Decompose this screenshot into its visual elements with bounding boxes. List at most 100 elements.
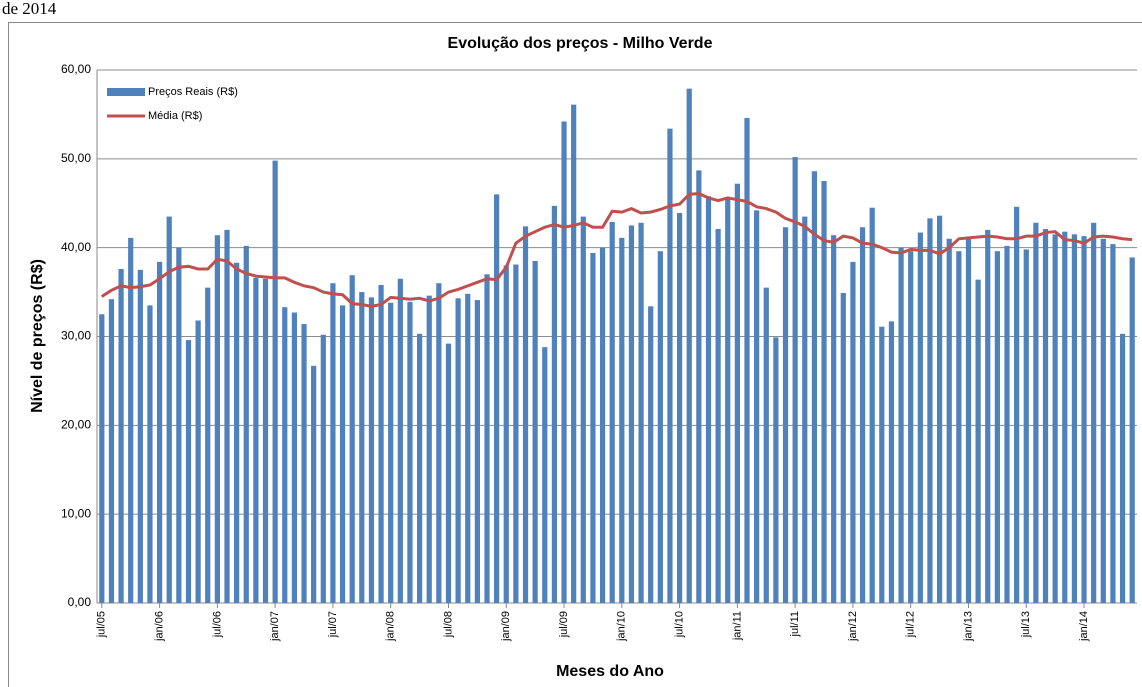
bar xyxy=(205,287,211,603)
legend-swatch xyxy=(107,88,145,96)
bar xyxy=(1042,229,1049,604)
bar xyxy=(927,218,933,603)
x-tick-label: jan/14 xyxy=(1078,611,1090,642)
bar xyxy=(638,222,644,603)
bar xyxy=(272,160,278,604)
average-line xyxy=(100,191,1133,308)
bar xyxy=(522,226,529,603)
x-tick-label: jul/13 xyxy=(1020,611,1032,638)
bar xyxy=(754,210,760,603)
bar xyxy=(936,215,943,604)
x-tick-label: jan/10 xyxy=(616,611,628,642)
bar xyxy=(137,269,143,603)
bar xyxy=(821,181,827,603)
bar xyxy=(869,207,875,604)
bar xyxy=(917,232,923,603)
bar xyxy=(705,196,712,604)
x-tick-label: jul/05 xyxy=(96,611,108,638)
bar xyxy=(128,237,134,603)
bar xyxy=(243,245,249,603)
x-tick-label: jul/07 xyxy=(327,611,339,638)
bar xyxy=(1119,333,1126,603)
bar xyxy=(580,216,586,603)
bar xyxy=(416,333,423,603)
bar xyxy=(147,305,153,603)
bar xyxy=(1014,206,1020,603)
bar xyxy=(282,307,288,603)
bar xyxy=(1091,222,1097,603)
bar xyxy=(513,264,519,603)
bar xyxy=(166,216,172,603)
bar xyxy=(725,197,731,604)
bar xyxy=(234,262,240,603)
bar xyxy=(301,324,307,603)
bar xyxy=(397,278,403,603)
bar xyxy=(1062,231,1068,603)
bar xyxy=(224,229,230,603)
bar xyxy=(108,299,115,603)
bar xyxy=(975,279,981,603)
x-tick-label: jul/06 xyxy=(211,611,223,638)
bar xyxy=(571,104,577,604)
bar xyxy=(118,268,124,603)
header-text: de 2014 xyxy=(2,0,57,18)
bar xyxy=(1033,222,1039,603)
bar xyxy=(455,298,461,603)
bar xyxy=(253,277,259,603)
legend-label: Preços Reais (R$) xyxy=(148,86,238,98)
bar xyxy=(339,305,346,603)
y-tick-label: 40,00 xyxy=(61,240,91,254)
bar xyxy=(349,275,355,603)
bar xyxy=(946,238,952,604)
bar xyxy=(156,261,163,603)
bar xyxy=(1071,234,1078,603)
bar xyxy=(619,237,625,603)
bar xyxy=(734,183,740,603)
y-tick-label: 60,00 xyxy=(61,62,91,76)
bar xyxy=(1023,249,1029,603)
bar xyxy=(320,334,326,603)
bar xyxy=(811,171,818,603)
bar xyxy=(686,88,692,603)
bar xyxy=(185,340,192,603)
bar xyxy=(1081,236,1087,603)
bar xyxy=(763,287,769,603)
x-tick-label: jan/09 xyxy=(500,611,512,642)
bar xyxy=(494,194,500,603)
bar xyxy=(792,157,798,603)
bar xyxy=(898,247,904,603)
bar xyxy=(311,365,317,603)
bar xyxy=(388,302,394,603)
bar xyxy=(888,321,895,603)
bar xyxy=(368,297,375,603)
bar xyxy=(291,312,298,603)
bar xyxy=(648,306,654,603)
bar xyxy=(850,261,856,603)
bar xyxy=(782,227,789,604)
bar xyxy=(407,301,413,603)
bar xyxy=(474,300,480,603)
y-tick-label: 10,00 xyxy=(61,506,91,520)
bar xyxy=(715,229,721,604)
x-tick-label: jan/07 xyxy=(269,611,281,642)
bar xyxy=(436,283,442,603)
bar xyxy=(99,314,105,603)
bar xyxy=(1110,244,1116,603)
bar xyxy=(378,284,384,603)
x-tick-label: jul/08 xyxy=(442,611,454,638)
bar xyxy=(773,337,779,603)
bar xyxy=(445,343,452,603)
x-tick-label: jan/06 xyxy=(153,611,165,642)
x-tick-label: jan/13 xyxy=(962,611,974,642)
bar xyxy=(465,293,471,603)
bar xyxy=(214,235,220,604)
legend-label: Média (R$) xyxy=(148,110,202,122)
y-tick-label: 20,00 xyxy=(61,418,91,432)
bar xyxy=(484,274,490,603)
bar xyxy=(1052,234,1058,603)
x-tick-label: jul/10 xyxy=(673,611,685,638)
y-tick-label: 30,00 xyxy=(61,329,91,343)
x-tick-label: jan/12 xyxy=(847,611,859,642)
bar xyxy=(599,247,606,603)
